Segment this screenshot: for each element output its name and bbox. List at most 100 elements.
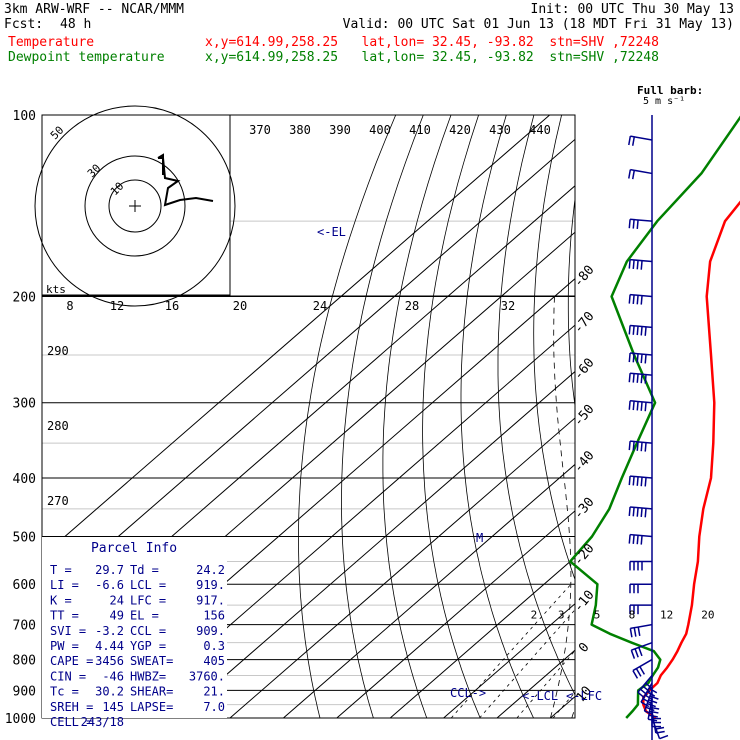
wind-barb-flag — [631, 136, 636, 146]
dry-adiabat-label: 280 — [47, 419, 69, 433]
dry-adiabat — [666, 115, 740, 718]
wind-barb-flag — [632, 325, 635, 335]
wind-barb-flag — [645, 706, 655, 712]
wind-barb-flag — [628, 441, 631, 451]
parcel-value: 243/18 — [81, 715, 124, 729]
hodograph-trace — [157, 153, 164, 175]
parcel-info-panel: Parcel Info T = 29.7 Td = 24.2 LI = -6.6 LCL = 9… — [42, 537, 227, 729]
wind-barb-flag — [632, 441, 635, 451]
wind-barbs — [628, 115, 669, 740]
wind-barb-flag — [644, 374, 647, 384]
wind-barb-flag — [649, 695, 659, 700]
isotherm — [443, 603, 575, 718]
wind-barb-flag — [644, 694, 654, 701]
moist-adiabat — [657, 297, 740, 719]
theta-label: 420 — [449, 123, 471, 137]
dry-adiabat-label: 270 — [47, 494, 69, 508]
parcel-value: 909. — [196, 624, 225, 638]
moist-adiabat — [679, 297, 740, 719]
hodograph-speed-label: 32 — [501, 299, 515, 313]
isotherm — [389, 556, 575, 718]
isotherm — [122, 324, 575, 718]
wind-barb-flag — [634, 648, 639, 658]
mixing-ratio-label: 20 — [701, 609, 714, 622]
parcel-label: K = — [50, 593, 72, 607]
wind-barb-flag — [644, 354, 647, 364]
wind-barb-flag — [628, 476, 631, 486]
parcel-label: PW = — [50, 639, 79, 653]
wind-barb-flag — [648, 714, 658, 718]
moist-adiabat — [550, 296, 572, 718]
wind-barb-flag — [640, 295, 643, 305]
wind-barb — [628, 258, 653, 270]
wind-barb-flag — [636, 401, 639, 411]
wind-barb-flag — [640, 507, 643, 518]
parcel-value: 21. — [203, 685, 225, 699]
wind-barb — [629, 623, 653, 638]
wind-barb-flag — [640, 535, 643, 545]
parcel-value: 405 — [203, 654, 225, 668]
theta-label: 430 — [489, 123, 511, 137]
hodograph-box — [41, 114, 231, 296]
parcel-value: 917. — [196, 593, 225, 607]
wind-barb-flag — [628, 136, 632, 146]
parcel-value: 0.3 — [203, 639, 225, 653]
isotherm — [283, 463, 575, 718]
wind-barb-flag — [636, 219, 639, 229]
hodograph-ring — [34, 105, 236, 307]
hodograph-units-label: kts — [46, 283, 66, 296]
mixing-ratio-line — [516, 650, 575, 718]
wind-barb — [628, 135, 653, 146]
dewpoint-legend: Dewpoint temperature — [8, 50, 165, 65]
theta-label: 440 — [529, 123, 551, 137]
mixing-ratio-label: 5 — [594, 609, 601, 622]
hodograph-speed-label: 28 — [405, 299, 419, 313]
wind-barb-flag — [628, 506, 631, 517]
wind-barb-flag — [646, 702, 656, 708]
wind-barb — [628, 293, 653, 305]
parcel-label: SHEAR= — [130, 685, 173, 699]
wind-barb-flag — [632, 353, 635, 363]
parcel-value: 30.2 — [95, 685, 124, 699]
parcel-label: T = — [50, 563, 72, 577]
wind-barb — [630, 641, 653, 659]
parcel-label: TT = — [50, 609, 79, 623]
hodograph-ring — [108, 179, 162, 233]
hodograph-speed-label: 16 — [165, 299, 179, 313]
wind-barb-flag — [632, 534, 635, 544]
theta-label: 400 — [369, 123, 391, 137]
parcel-label: Td = — [130, 563, 159, 577]
pressure-label: 600 — [13, 578, 36, 593]
wind-barb-flag — [646, 691, 656, 697]
wind-barb-flag — [632, 294, 635, 304]
parcel-label: LI = — [50, 578, 79, 592]
m-marker: M — [476, 531, 483, 545]
wind-barb-staff — [630, 218, 653, 222]
wind-barb — [629, 604, 652, 615]
theta-label: 380 — [289, 123, 311, 137]
mixing-ratio-line — [450, 583, 572, 718]
wind-barb-flag — [649, 710, 659, 714]
dry-adiabat — [567, 196, 575, 409]
parcel-panel-bg — [42, 537, 227, 718]
dry-adiabat — [533, 115, 575, 581]
wind-barb-flag — [639, 666, 646, 675]
pressure-label: 100 — [13, 109, 36, 124]
isotherm — [657, 115, 740, 718]
wind-barb-flag — [628, 169, 632, 179]
parcel-label: Tc = — [50, 685, 79, 699]
theta-label: 370 — [249, 123, 271, 137]
parcel-label: CELL = — [50, 715, 93, 729]
wind-barb-flag — [655, 730, 665, 734]
wind-barb-flag — [636, 476, 639, 486]
parcel-value: 7.0 — [203, 700, 225, 714]
pressure-label: 300 — [13, 397, 36, 412]
parcel-label: EL = — [130, 609, 159, 623]
wind-barb-flag — [628, 373, 631, 383]
parcel-value: 145 — [102, 700, 124, 714]
temperature-location: x,y=614.99,258.25 lat,lon= 32.45, -93.82… — [205, 35, 659, 50]
hodograph-ring — [84, 155, 186, 257]
parcel-label: CAPE = — [50, 654, 93, 668]
wind-barb-flag — [654, 726, 665, 730]
